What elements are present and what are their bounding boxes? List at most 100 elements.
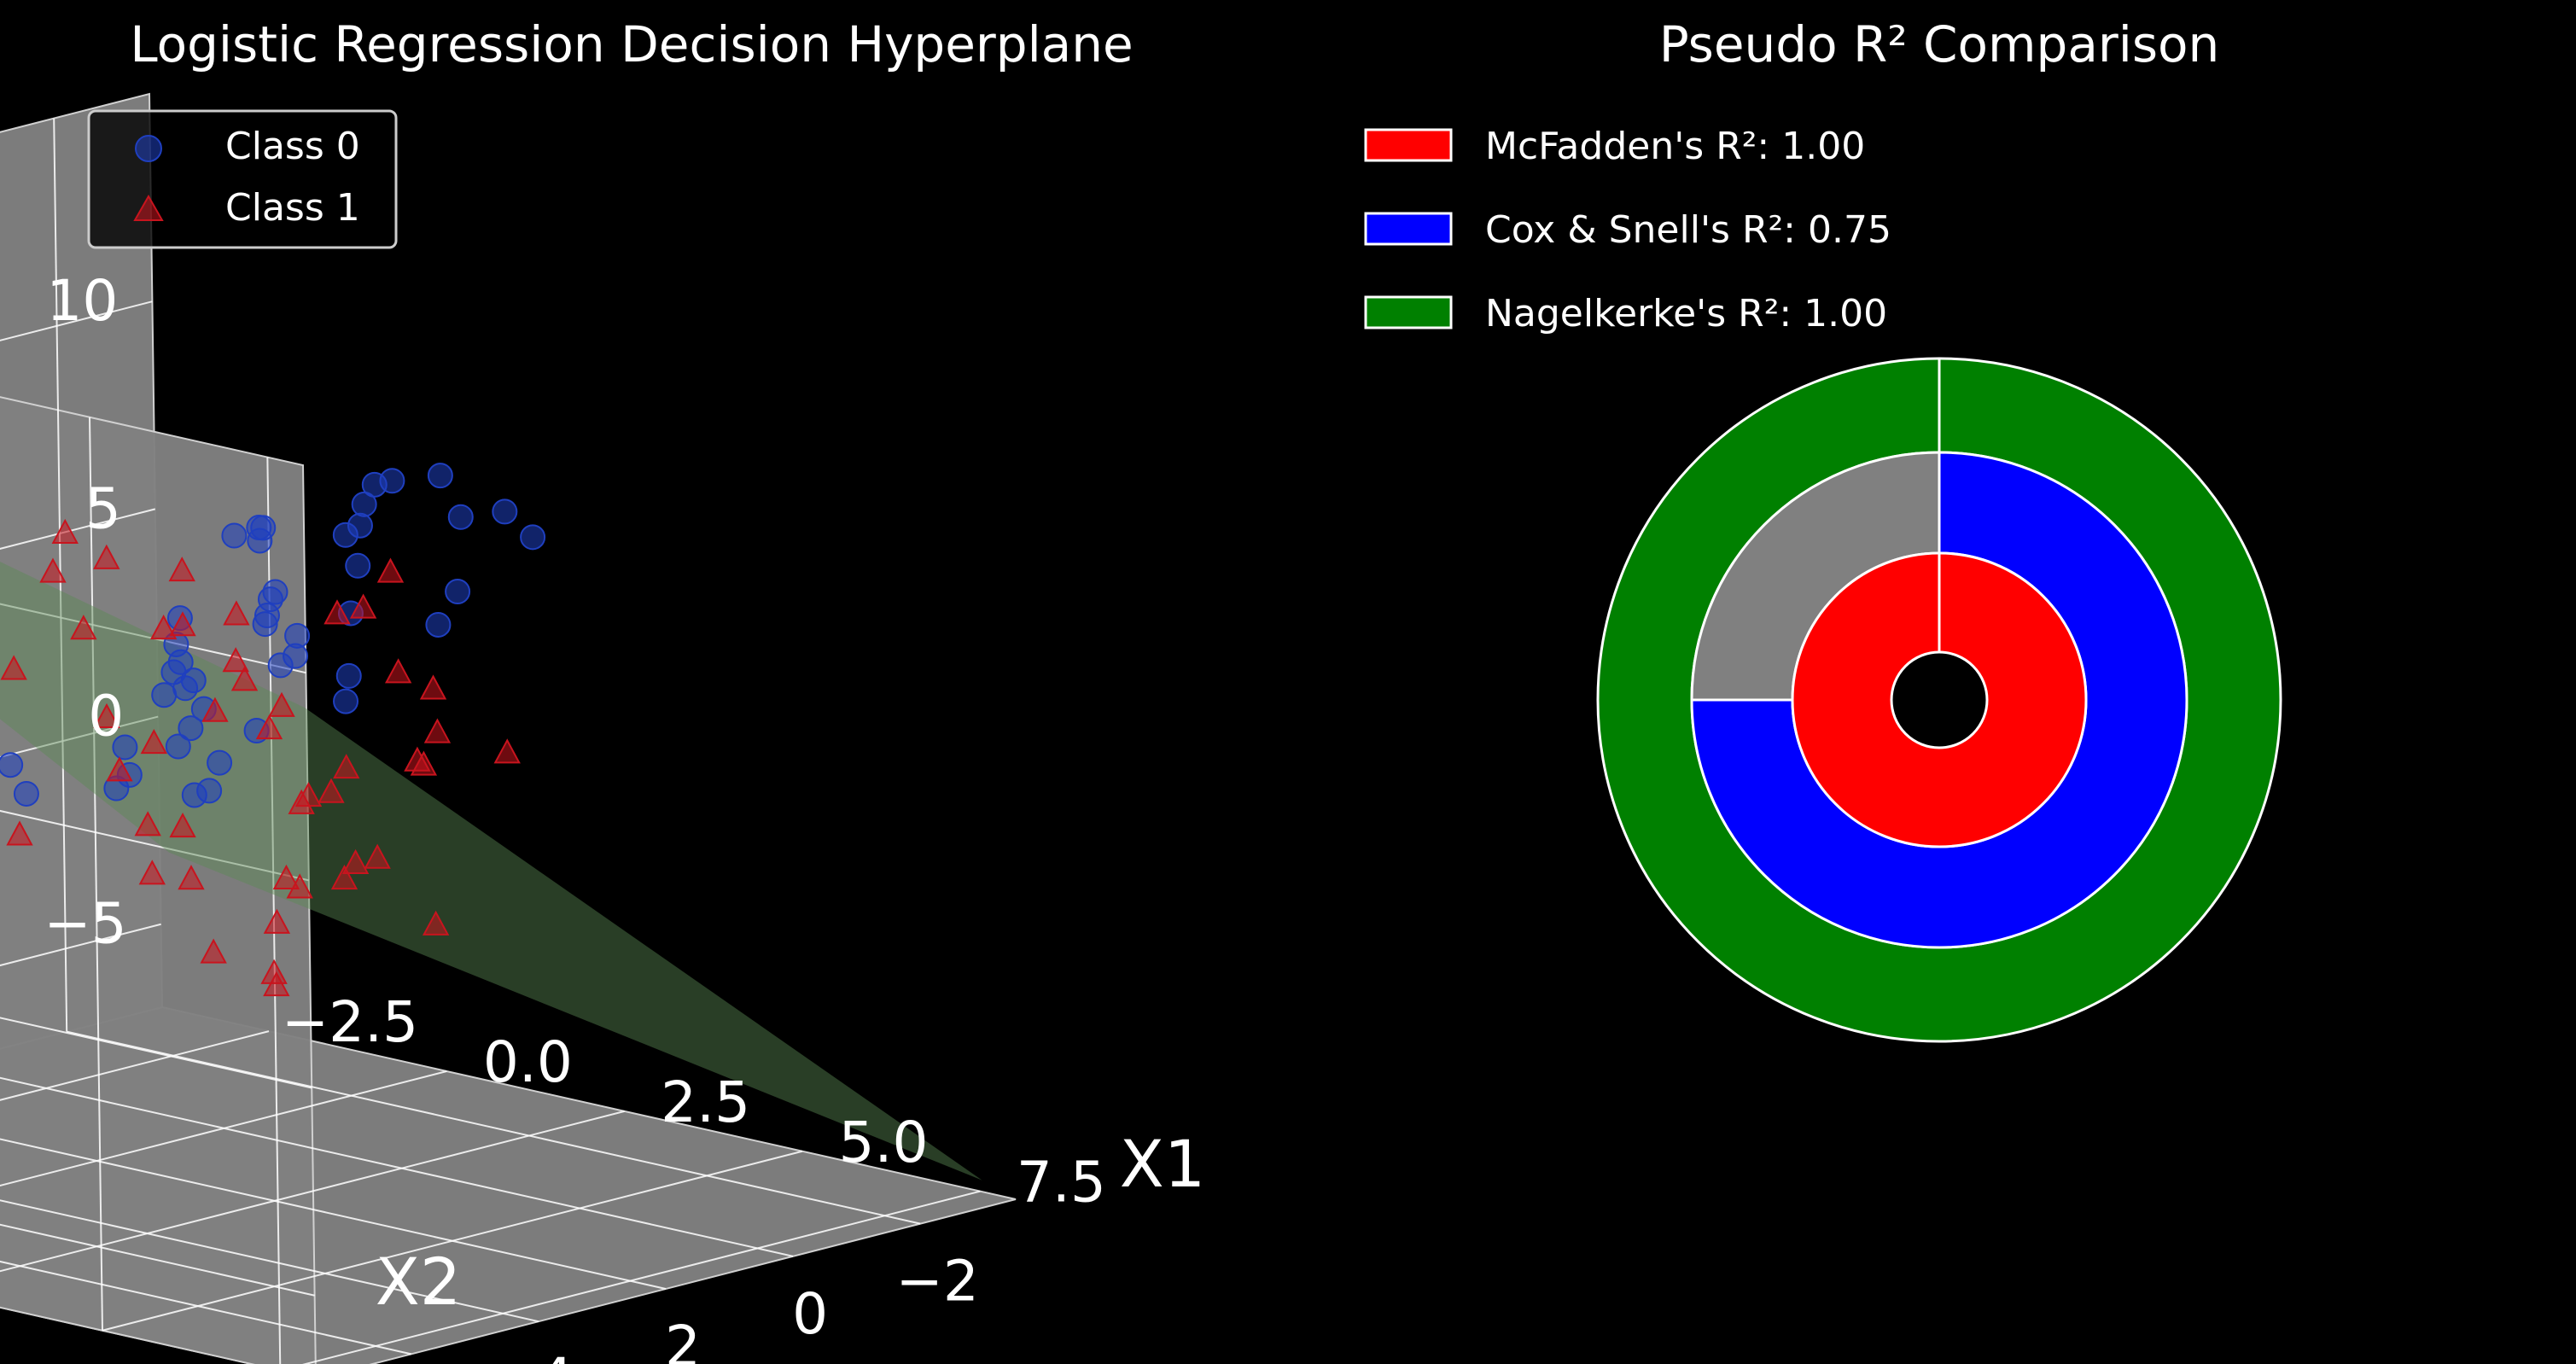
class-0-point	[332, 522, 358, 548]
legend-label-cox-snell: Cox & Snell's R²: 0.75	[1485, 208, 1891, 252]
grid-side-z	[0, 1223, 315, 1297]
grid-floor-y	[66, 1030, 921, 1225]
class-1-point	[263, 908, 291, 934]
grid-back-z	[0, 923, 161, 967]
class-0-point	[427, 463, 453, 489]
donut-title: Pseudo R² Comparison	[1659, 15, 2220, 73]
grid-side-x	[89, 417, 103, 1331]
y-tick-label: 0	[792, 1281, 828, 1347]
class-1-point	[168, 557, 195, 582]
class-0-point	[196, 778, 223, 804]
class-1-point	[70, 615, 97, 640]
class-1-point	[93, 544, 120, 569]
class-0-point	[333, 688, 359, 714]
class-1-point	[51, 518, 79, 544]
class-1-point	[255, 714, 283, 740]
z-tick-label: 10	[46, 268, 118, 334]
class-0-point	[447, 504, 474, 530]
legend-label-class-0: Class 0	[225, 125, 360, 168]
legend-swatch-mcfadden	[1364, 128, 1453, 162]
donut-rings	[1596, 357, 2282, 1043]
class-1-point	[272, 864, 300, 889]
class-1-point	[493, 738, 521, 764]
x-tick-label: 2.5	[661, 1070, 750, 1135]
class-0-point	[207, 749, 233, 776]
class-1-point	[230, 666, 259, 691]
class-0-point	[165, 733, 191, 760]
class-0-point	[151, 682, 178, 708]
class-1-point	[93, 702, 120, 728]
legend-label-mcfadden: McFadden's R²: 1.00	[1485, 125, 1865, 168]
grid-side-z	[0, 1017, 312, 1089]
scatter-legend: Class 0 Class 1	[87, 109, 398, 249]
grid-back-z	[0, 508, 156, 550]
z-tick-label: −5	[44, 891, 126, 957]
class-0-point	[0, 752, 24, 778]
class-1-point	[149, 615, 178, 640]
decision-hyperplane	[0, 562, 982, 1180]
donut-legend: McFadden's R²: 1.00 Cox & Snell's R²: 0.…	[1364, 125, 1891, 335]
class-1-point	[140, 729, 167, 755]
y-tick-label: 4	[538, 1346, 574, 1364]
class-1-point	[134, 811, 161, 836]
grid-floor-y	[0, 1138, 667, 1290]
class-1-point	[39, 557, 67, 583]
class-0-point	[445, 579, 471, 605]
class-1-point	[223, 600, 250, 626]
scatter-3d-panel: Logistic Regression Decision Hyperplane …	[0, 15, 1205, 1364]
class-1-point	[178, 865, 205, 890]
y-axis-label: X2	[376, 1244, 461, 1320]
class-1-point	[330, 865, 358, 890]
class-1-point	[200, 938, 227, 964]
class-1-point	[201, 697, 229, 722]
x-tick-label: 0.0	[483, 1029, 573, 1095]
class-1-point	[138, 860, 166, 885]
legend-marker-class-1	[133, 194, 164, 221]
class-1-point	[0, 655, 27, 680]
legend-swatch-nagelkerke	[1364, 295, 1453, 329]
class-1-point	[169, 611, 196, 637]
class-0-point	[520, 524, 546, 551]
legend-marker-class-0	[135, 135, 162, 162]
class-1-point	[323, 599, 351, 625]
class-0-point	[180, 667, 207, 694]
class-1-point	[268, 691, 295, 717]
class-1-point	[333, 754, 360, 779]
class-1-point	[263, 971, 290, 997]
x-tick-label: 7.5	[1017, 1150, 1106, 1215]
class-1-point	[423, 718, 452, 743]
class-1-point	[349, 593, 377, 619]
class-1-point	[294, 782, 323, 807]
grid-back-z	[0, 300, 153, 341]
class-0-point	[13, 780, 39, 807]
class-0-point	[425, 611, 452, 638]
scatter-title: Logistic Regression Decision Hyperplane	[130, 15, 1133, 73]
mcfadden-s-r-ring	[1792, 553, 1939, 847]
nagelkerke-s-r-ring	[1598, 358, 1939, 1041]
class-1-point	[422, 910, 450, 936]
legend-label-nagelkerke: Nagelkerke's R²: 1.00	[1485, 292, 1887, 335]
x-tick-label: −2.5	[282, 989, 418, 1055]
class-0-point	[221, 522, 248, 549]
class-0-point	[178, 715, 204, 742]
class-1-point	[364, 843, 391, 869]
class-0-point	[492, 498, 518, 525]
pseudo-r2-panel: Pseudo R² Comparison McFadden's R²: 1.00…	[1364, 15, 2282, 1043]
class-0-point	[252, 611, 278, 638]
class-0-point	[112, 734, 138, 761]
z-tick-label: 0	[88, 684, 124, 749]
scatter-legend-box	[87, 109, 398, 249]
grid-side-z	[0, 809, 310, 882]
y-tick-label: −2	[896, 1249, 979, 1314]
class-0-point	[250, 515, 277, 541]
legend-label-class-1: Class 1	[225, 186, 360, 230]
class-1-point	[6, 820, 33, 846]
grid-floor-y	[0, 1199, 539, 1323]
grid-floor-y	[0, 1260, 412, 1355]
class-0-point	[283, 643, 309, 669]
class-1-point	[419, 674, 447, 700]
nagelkerke-s-r-ring	[1939, 358, 2281, 1041]
grid-back-z	[0, 715, 159, 759]
